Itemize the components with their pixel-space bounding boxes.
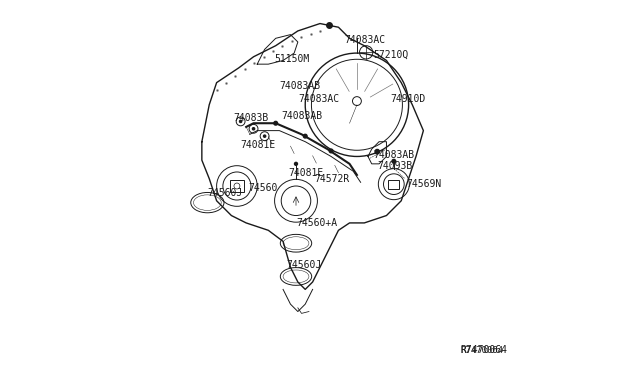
Circle shape [294, 162, 298, 165]
Text: 74083B: 74083B [233, 113, 269, 123]
Circle shape [375, 150, 380, 154]
Text: 74560J: 74560J [287, 260, 322, 270]
Text: 74560J: 74560J [207, 188, 243, 198]
Text: 74560: 74560 [248, 183, 277, 193]
Text: 51150M: 51150M [274, 54, 309, 64]
Circle shape [264, 135, 266, 137]
Circle shape [239, 120, 242, 122]
Text: 74093B: 74093B [377, 161, 412, 171]
Text: 74081E: 74081E [241, 140, 276, 150]
Bar [230, 180, 244, 192]
Text: 57210Q: 57210Q [374, 50, 409, 60]
Circle shape [303, 134, 307, 138]
Circle shape [274, 121, 278, 125]
Text: 74560+A: 74560+A [296, 218, 337, 228]
Circle shape [252, 128, 255, 130]
Text: 74572R: 74572R [314, 174, 349, 184]
Text: R7470064: R7470064 [460, 346, 503, 355]
Text: 74569N: 74569N [407, 179, 442, 189]
Circle shape [329, 149, 333, 153]
Text: 74083AB: 74083AB [280, 81, 321, 91]
Bar [388, 180, 399, 189]
Text: 74083AC: 74083AC [298, 94, 339, 104]
Circle shape [392, 160, 396, 163]
Text: 74083AC: 74083AC [344, 35, 385, 45]
Text: 74081E: 74081E [289, 168, 324, 178]
Text: 74910D: 74910D [390, 94, 426, 104]
Text: 74083AB: 74083AB [281, 111, 323, 121]
Text: R7470064: R7470064 [460, 345, 508, 355]
Text: 74083AB: 74083AB [374, 150, 415, 160]
